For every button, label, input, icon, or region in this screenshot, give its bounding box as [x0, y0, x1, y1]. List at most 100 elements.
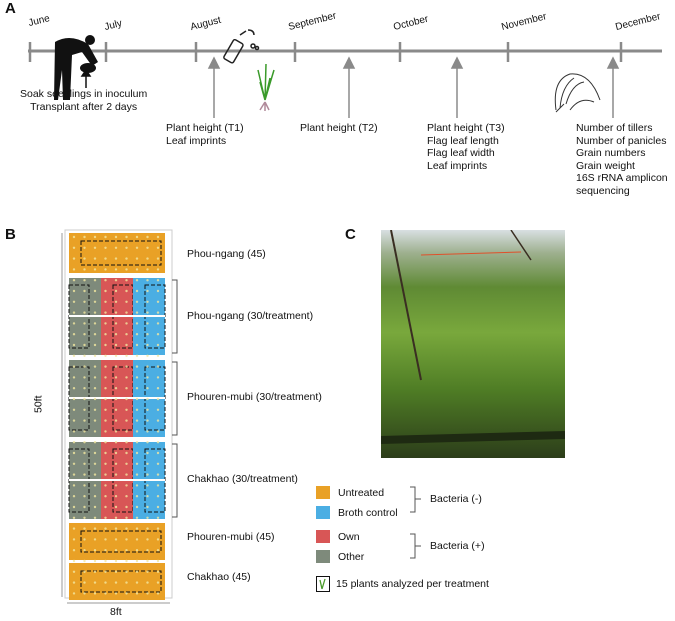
plant-dot [156, 527, 160, 530]
plant-dot [146, 333, 149, 336]
plant-dot [93, 441, 97, 444]
plant-dot [156, 559, 160, 563]
plant-dot [114, 354, 118, 357]
plant-dot [114, 559, 118, 563]
plant-dot [146, 365, 149, 368]
plant-dot [156, 343, 160, 347]
plant-dot [72, 451, 76, 455]
legend-swatch-untreated [316, 486, 330, 499]
plant-dot [93, 505, 97, 509]
plant-dot [125, 397, 128, 401]
analyzed-box [80, 240, 162, 266]
plant-dot [125, 559, 128, 563]
plant-dot [104, 279, 107, 282]
harvested-panicle-icon [554, 73, 601, 113]
plant-dot [125, 235, 128, 239]
plant-dot [72, 570, 76, 573]
plant-dot [104, 246, 107, 249]
plant-dot [156, 311, 160, 314]
measurements-t2: Plant height (T2) [300, 122, 378, 134]
plant-dot [83, 505, 86, 509]
plant-dot [156, 235, 160, 239]
plant-dot [114, 570, 118, 573]
plot-untreated [69, 233, 165, 273]
plant-dot [83, 333, 86, 336]
plant-dot [125, 289, 128, 293]
plant-dot [146, 495, 149, 498]
plant-dot [135, 408, 139, 411]
panel-label-a: A [5, 0, 16, 17]
plant-dot [114, 376, 118, 379]
plant-dot [135, 376, 139, 379]
plant-dot [93, 581, 97, 584]
plant-dot [104, 592, 107, 595]
plant-dot [114, 365, 118, 368]
plant-dot [125, 527, 128, 530]
plot-untreated [69, 563, 165, 600]
measurements-t3: Plant height (T3) Flag leaf length Flag le… [427, 122, 505, 172]
plant-dot [72, 527, 76, 530]
plant-dot [93, 484, 97, 487]
field-layout [61, 229, 178, 604]
plant-dot [125, 419, 128, 422]
plant-dot [114, 343, 118, 347]
plant-dot [114, 333, 118, 336]
plant-dot [104, 333, 107, 336]
analyzed-note: 15 plants analyzed per treatment [336, 578, 489, 590]
plant-dot [104, 495, 107, 498]
plant-dot [83, 495, 86, 498]
plant-dot [125, 343, 128, 347]
analyzed-box [80, 570, 162, 593]
legend-label: Own [338, 531, 360, 543]
plant-dot [135, 516, 139, 519]
plant-dot [83, 592, 86, 595]
plant-dot [93, 343, 97, 347]
row-label: Chakhao (30/treatment) [187, 473, 298, 485]
plant-dot [125, 484, 128, 487]
plant-dot [114, 505, 118, 509]
plant-dot [135, 235, 139, 239]
plant-dot [83, 257, 86, 260]
plant-dot [125, 473, 128, 476]
legend-swatch-broth [316, 506, 330, 519]
plant-dot [135, 343, 139, 347]
plant-dot [114, 592, 118, 595]
plant-dot [72, 581, 76, 584]
rice-plant-icon [257, 63, 275, 111]
plant-dot [83, 300, 86, 303]
plant-dot [135, 473, 139, 476]
plant-dot [135, 279, 139, 282]
plant-dot [93, 235, 97, 239]
plant-dot [125, 376, 128, 379]
legend-brackets [410, 486, 421, 559]
plant-dot [125, 257, 128, 260]
plant-dot [146, 257, 149, 260]
plant-dot [146, 311, 149, 314]
plant-dot [104, 376, 107, 379]
plant-dot [156, 387, 160, 390]
plant-dot [135, 592, 139, 595]
plant-dot [125, 333, 128, 336]
plant-dot [104, 570, 107, 573]
panel-label-b: B [5, 226, 16, 243]
plant-dot [135, 268, 139, 271]
plant-dot [114, 397, 118, 401]
plant-dot [146, 387, 149, 390]
plant-dot [83, 387, 86, 390]
plant-dot [72, 441, 76, 444]
plant-dot [93, 451, 97, 455]
plant-dot [114, 516, 118, 519]
plant-dot [156, 451, 160, 455]
plant-dot [93, 387, 97, 390]
plant-dot [104, 268, 107, 271]
plant-dot [114, 538, 118, 541]
plant-dot [104, 559, 107, 563]
plant-dot [93, 257, 97, 260]
plant-dot [93, 592, 97, 595]
group-bracket [172, 279, 178, 354]
plant-dot [104, 311, 107, 314]
plant-dot [135, 289, 139, 293]
plant-dot [93, 408, 97, 411]
plant-dot [72, 505, 76, 509]
plant-dot [156, 430, 160, 433]
